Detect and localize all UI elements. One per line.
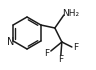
Text: F: F <box>44 49 49 59</box>
Text: NH₂: NH₂ <box>62 8 79 18</box>
Text: N: N <box>7 37 14 47</box>
Text: F: F <box>73 43 78 52</box>
Text: F: F <box>58 55 63 63</box>
